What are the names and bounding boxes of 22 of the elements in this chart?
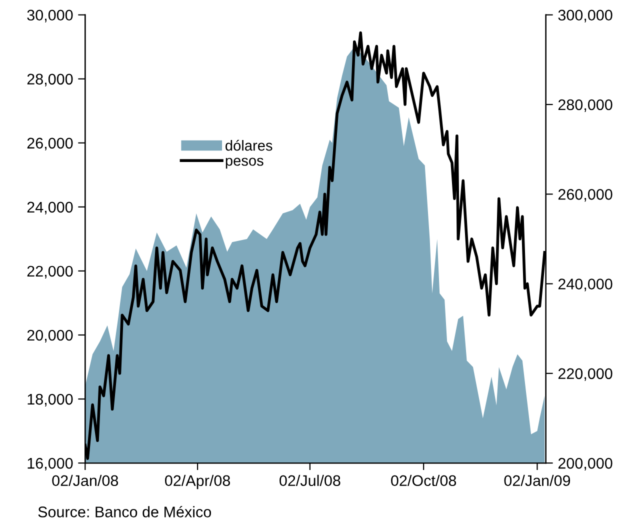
y-tick-label: 16,000	[28, 458, 73, 471]
x-tick-label: 02/Oct/08	[391, 474, 456, 486]
x-tick-label: 02/Jul/08	[280, 474, 340, 486]
y-tick-label: 24,000	[27, 202, 73, 214]
x-tick-label: 02/Apr/08	[165, 474, 230, 490]
source-note: Source: Banco de México	[38, 506, 212, 518]
y-tick-label: 28,000	[27, 74, 73, 86]
y2-tick-label: 280,000	[558, 99, 612, 112]
x-tick-label: 02/Jan/09	[504, 474, 570, 486]
y2-tick-label: 300,000	[558, 10, 612, 22]
y2-tick-label: 240,000	[558, 278, 612, 292]
y2-tick-label: 220,000	[558, 368, 612, 381]
y-tick-label: 26,000	[27, 138, 73, 150]
y-tick-label: 22,000	[27, 266, 73, 278]
y-tick-label: 30,000	[27, 10, 73, 22]
x-tick-label: 02/Jan/08	[52, 474, 118, 486]
legend-label: pesos	[226, 158, 264, 169]
y-tick-label: 18,000	[28, 394, 73, 406]
y2-tick-label: 200,000	[558, 458, 612, 471]
legend-label: dólares	[226, 140, 272, 151]
y-tick-label: 20,000	[27, 330, 73, 342]
y2-tick-label: 260,000	[558, 189, 612, 202]
